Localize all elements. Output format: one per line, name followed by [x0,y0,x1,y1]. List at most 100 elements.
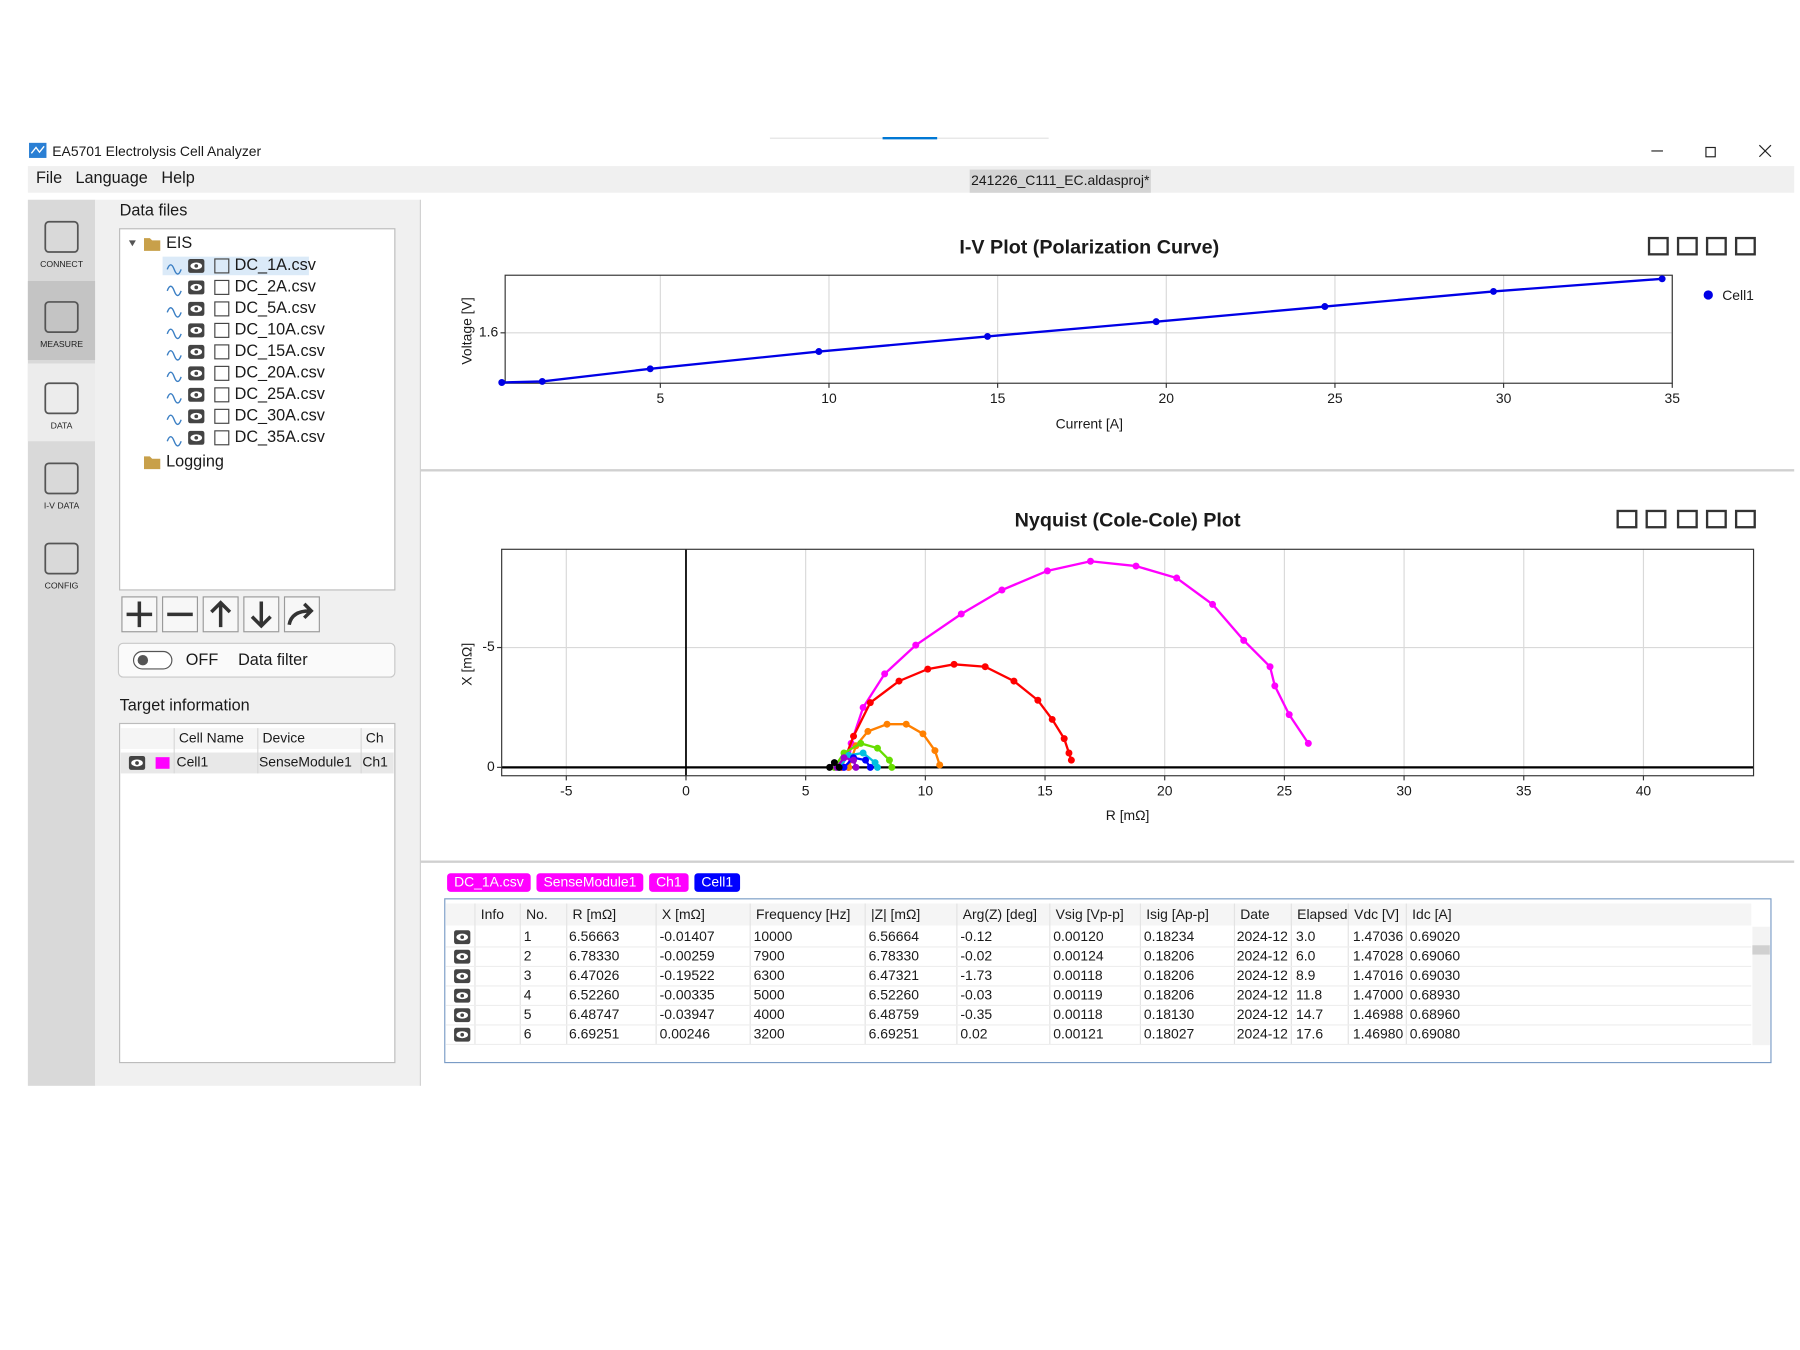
sidebar-label[interactable]: DATA [51,420,73,430]
cell: 2024-12 [1237,1006,1288,1022]
file-label[interactable]: DC_1A.csv [235,256,317,274]
file-label[interactable]: DC_10A.csv [235,321,326,339]
tree-button[interactable] [283,596,320,633]
plot-title: Nyquist (Cole-Cole) Plot [1015,510,1241,532]
cell: 0.00121 [1053,1025,1104,1041]
cell: 5 [524,1006,532,1022]
y-axis-label: Voltage [V] [459,297,475,364]
toolbar-button[interactable] [1616,509,1638,529]
column-header: |Z| [mΩ] [871,906,920,922]
file-label[interactable]: DC_15A.csv [235,342,326,360]
data-point [1132,562,1140,570]
open-icon[interactable] [214,301,230,317]
x-tick-label: 35 [1665,390,1681,406]
toolbar-button[interactable] [1705,509,1727,529]
menu-item[interactable]: File [36,169,62,187]
eye-icon-pupil [135,761,139,765]
column-header: Date [1240,906,1270,922]
tag-label[interactable]: Cell1 [701,873,733,889]
cell: 0.69030 [1410,967,1461,983]
data-point [883,720,891,728]
data-point [1173,574,1181,582]
open-icon[interactable] [214,258,230,274]
scrollbar-thumb[interactable] [1752,945,1770,955]
toolbar-button[interactable] [1676,509,1698,529]
tag[interactable] [649,873,689,892]
sidebar-icon [44,542,79,575]
open-icon[interactable] [214,279,230,295]
data-point [1240,636,1248,644]
file-tree [119,228,396,591]
column-header: Device [262,729,305,745]
wave-icon [166,350,182,361]
toolbar-button[interactable] [1647,236,1669,256]
cell: 0.18130 [1144,1006,1195,1022]
toolbar-button[interactable] [1705,236,1727,256]
cell: 0.68930 [1410,986,1461,1002]
toolbar-button[interactable] [1734,509,1756,529]
menu-item[interactable]: Help [161,169,194,187]
x-tick-label: 20 [1157,783,1173,799]
cell: 6.52260 [569,986,620,1002]
legend-marker [1703,290,1713,300]
toolbar-button[interactable] [1645,509,1667,529]
cell: 6.48747 [569,1006,620,1022]
tag-label[interactable]: SenseModule1 [543,873,636,889]
folder-label[interactable]: EIS [166,234,192,252]
open-icon[interactable] [214,365,230,381]
data-point [840,763,848,771]
folder-icon [144,238,161,251]
open-icon[interactable] [214,430,230,446]
file-label[interactable]: DC_25A.csv [235,385,326,403]
data-point [1087,557,1094,565]
toolbar-button[interactable] [1734,236,1756,256]
folder-label[interactable]: Logging [166,452,224,470]
plot-frame [504,274,1673,384]
file-label[interactable]: DC_35A.csv [235,428,326,446]
column-header: Cell Name [179,729,244,745]
restore-button[interactable] [1705,146,1716,158]
x-axis-label: Current [A] [1056,416,1123,432]
close-button[interactable] [1758,144,1772,158]
scrollbar[interactable] [1752,926,1770,1046]
cell: 2024-12 [1237,947,1288,963]
cell: 7900 [754,947,785,963]
toolbar-button[interactable] [1676,236,1698,256]
sidebar-label[interactable]: CONFIG [45,581,79,591]
file-label[interactable]: DC_2A.csv [235,278,317,296]
cell: 11.8 [1296,986,1322,1002]
cell: 6300 [754,967,785,983]
tag[interactable] [694,873,741,892]
tag-label[interactable]: Ch1 [656,873,682,889]
project-tab[interactable] [969,169,1151,193]
cell: 17.6 [1296,1025,1323,1041]
tree-button-glyph [250,601,272,629]
section-title: Target information [120,696,250,714]
file-label[interactable]: DC_30A.csv [235,407,326,425]
cell: 6.56664 [869,928,920,944]
menu-item[interactable]: Language [75,169,147,187]
filter-state: OFF [186,651,219,669]
x-axis-label: R [mΩ] [1106,807,1150,823]
plot-frame [501,548,1755,777]
cell: 0.18206 [1144,986,1195,1002]
wave-icon [166,371,182,383]
sidebar-label[interactable]: CONNECT [40,259,84,269]
data-point [873,763,881,771]
y-tick-label: 1.6 [479,324,499,340]
cell: 6.48759 [869,1006,920,1022]
open-icon[interactable] [214,408,230,424]
sidebar-label[interactable]: MEASURE [40,339,83,349]
tag-label[interactable]: DC_1A.csv [454,873,524,889]
tag[interactable] [536,873,644,892]
sidebar-label[interactable]: I-V DATA [44,501,80,511]
open-icon[interactable] [214,387,230,403]
open-icon[interactable] [214,322,230,338]
cell: 2024-12 [1237,928,1288,944]
column-header: Vsig [Vp-p] [1056,906,1124,922]
open-icon[interactable] [214,344,230,360]
tag[interactable] [447,873,531,892]
file-label[interactable]: DC_5A.csv [235,299,317,317]
file-label[interactable]: DC_20A.csv [235,364,326,382]
